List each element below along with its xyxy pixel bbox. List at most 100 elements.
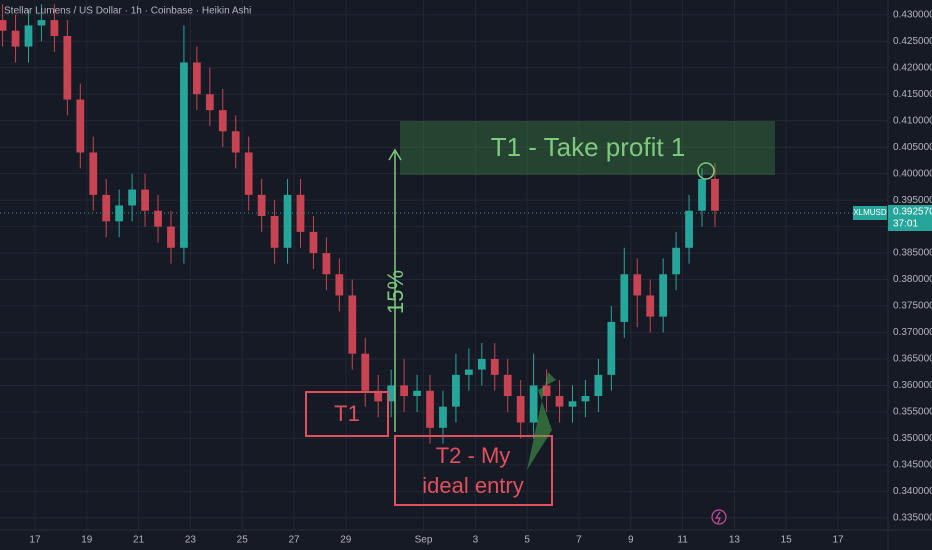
y-tick-label: 0.415000 (893, 89, 932, 100)
candle-body (581, 396, 590, 402)
price-tag (888, 205, 932, 232)
candle-body (413, 390, 421, 397)
candle-body (0, 20, 7, 31)
y-tick-label: 0.360000 (893, 380, 932, 391)
x-tick-label: 23 (185, 535, 197, 546)
candle-body (633, 274, 642, 296)
candle-body (192, 62, 201, 95)
candle-body (244, 152, 253, 195)
candles (0, 4, 719, 444)
candle-body (167, 226, 175, 248)
candle-body (180, 62, 188, 248)
candle-body (283, 194, 292, 248)
candle-body (115, 205, 124, 222)
candle-body (646, 295, 655, 317)
target-label: T1 - Take profit 1 (491, 132, 686, 162)
candle-body (387, 385, 396, 402)
y-tick-label: 0.375000 (893, 301, 932, 312)
chart-title: Stellar Lumens / US Dollar · 1h · Coinba… (4, 6, 251, 17)
y-tick-label: 0.380000 (893, 274, 932, 285)
candle-body (128, 189, 136, 206)
candle-body (322, 253, 331, 275)
y-tick-label: 0.335000 (893, 512, 932, 523)
y-tick-label: 0.370000 (893, 327, 932, 338)
candle-body (607, 321, 616, 375)
t2-label: T2 - My (436, 443, 511, 468)
arrow-shape (527, 372, 556, 470)
y-tick-label: 0.345000 (893, 460, 932, 471)
y-tick-label: 0.365000 (893, 354, 932, 365)
x-tick-label: 17 (29, 535, 41, 546)
x-tick-label: 27 (288, 535, 300, 546)
candle-body (24, 25, 33, 47)
candle-body (154, 210, 162, 227)
candle-body (374, 390, 383, 402)
candle-body (698, 178, 706, 211)
price-label: 0.392570 (893, 207, 932, 218)
candle-body (11, 30, 20, 47)
x-tick-label: 11 (677, 535, 688, 546)
candle-body (672, 247, 680, 275)
candle-body (542, 385, 551, 397)
x-tick-label: 13 (729, 535, 741, 546)
candle-body (477, 358, 486, 370)
candle-body (620, 274, 629, 322)
x-tick-label: 15 (781, 535, 793, 546)
candle-body (89, 152, 98, 195)
candle-body (594, 374, 603, 397)
candle-body (205, 94, 214, 111)
y-tick-label: 0.385000 (893, 248, 932, 259)
x-tick-label: 25 (237, 535, 249, 546)
candle-body (37, 20, 46, 26)
candle-body (711, 178, 719, 211)
x-tick-label: 19 (81, 535, 93, 546)
arrow-head (388, 148, 402, 161)
y-tick-label: 0.355000 (893, 407, 932, 418)
candle-body (426, 390, 434, 428)
candle-body (361, 353, 370, 391)
y-tick-label: 0.420000 (893, 62, 932, 73)
axes: 0.335000 0.340000 0.345000 0.350000 0.355000… (0, 9, 932, 546)
candle-body (309, 231, 318, 254)
candle-body (400, 385, 408, 397)
move-label: 15% (383, 270, 408, 314)
candle-body (659, 274, 668, 317)
x-tick-label: 21 (133, 535, 145, 546)
grid (0, 0, 888, 530)
candle-body (439, 406, 447, 428)
t2-label: ideal entry (422, 473, 524, 498)
x-tick-label: 7 (576, 535, 582, 546)
y-tick-label: 0.350000 (893, 433, 932, 444)
candle-body (218, 110, 227, 132)
candle-body (231, 131, 240, 153)
candle-body (503, 374, 512, 397)
t2-box (394, 435, 553, 506)
event-icon (711, 509, 727, 525)
x-tick-label: 3 (473, 535, 479, 546)
candle-body (335, 274, 344, 296)
candle-body (568, 401, 577, 407)
y-tick-label: 0.340000 (893, 486, 932, 497)
y-tick-label: 0.405000 (893, 142, 932, 153)
candle-body (270, 216, 279, 248)
candle-body (50, 20, 59, 37)
countdown-label: 37:01 (893, 219, 918, 230)
candle-body (63, 36, 72, 100)
x-tick-label: Sep (415, 535, 433, 546)
x-tick-label: 29 (340, 535, 352, 546)
top-circle (697, 162, 715, 180)
candle-body (452, 374, 460, 407)
candle-body (464, 369, 473, 375)
x-tick-label: 5 (524, 535, 530, 546)
t1-label: T1 (334, 401, 360, 426)
candle-body (257, 194, 266, 217)
candle-body (141, 189, 149, 211)
y-tick-label: 0.395000 (893, 195, 932, 206)
candle-body (555, 396, 564, 407)
symbol-tag (853, 206, 887, 221)
y-tick-label: 0.410000 (893, 115, 932, 126)
candle-body (348, 295, 357, 354)
